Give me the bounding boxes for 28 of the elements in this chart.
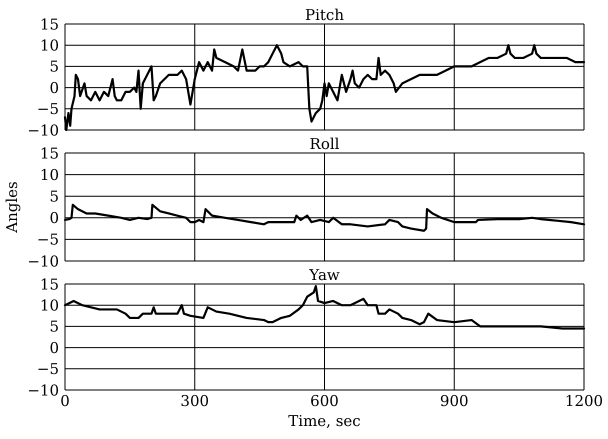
y-tick-label: 10 <box>40 166 59 184</box>
y-tick-label: 10 <box>40 36 59 54</box>
y-tick-label: −10 <box>27 121 59 140</box>
y-tick-label: −5 <box>36 100 59 118</box>
y-tick-label: 15 <box>40 275 59 294</box>
chart-title: Yaw <box>308 266 340 284</box>
x-tick-label: 900 <box>440 392 469 410</box>
y-tick-label: −5 <box>36 230 59 249</box>
y-tick-label: 0 <box>49 209 59 228</box>
y-tick-label: 5 <box>49 318 59 336</box>
x-tick-label: 300 <box>180 392 210 410</box>
y-tick-label: −5 <box>36 360 59 378</box>
x-tick-label: 0 <box>60 392 70 410</box>
y-tick-label: 5 <box>49 58 59 76</box>
y-tick-label: 15 <box>40 144 59 162</box>
x-tick-label: 600 <box>310 392 339 410</box>
chart-title: Pitch <box>305 6 344 24</box>
y-tick-label: 10 <box>40 296 59 314</box>
y-axis-title: Angles <box>3 181 21 234</box>
y-tick-label: 0 <box>49 338 59 357</box>
x-axis-title: Time, sec <box>288 412 361 430</box>
y-tick-label: −10 <box>27 381 59 400</box>
y-tick-label: 15 <box>40 15 59 34</box>
chart-title: Roll <box>310 135 340 153</box>
y-tick-label: −10 <box>27 252 59 270</box>
y-tick-label: 5 <box>49 187 59 206</box>
y-tick-label: 0 <box>49 78 59 97</box>
x-tick-label: 1200 <box>564 392 604 410</box>
